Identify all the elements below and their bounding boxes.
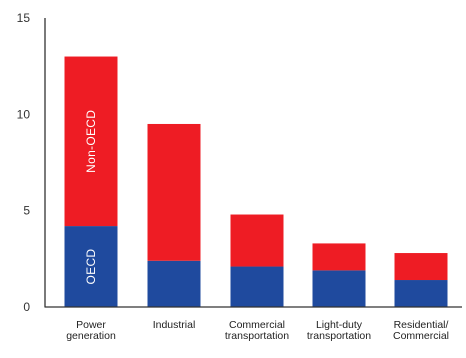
- y-tick-label: 10: [17, 107, 31, 121]
- bar-segment-oecd: [64, 226, 118, 307]
- x-category-label: Industrial: [153, 319, 196, 331]
- y-tick-label: 15: [17, 11, 31, 25]
- bar-segment-non-oecd: [230, 214, 284, 267]
- y-axis: 0 5 10 15: [17, 11, 31, 314]
- y-tick-label: 0: [23, 300, 30, 314]
- y-tick-label: 5: [23, 204, 30, 218]
- bar-segment-oecd: [147, 260, 201, 307]
- x-category-label: Commercial transportation: [225, 319, 289, 342]
- bar-segment-non-oecd: [64, 56, 118, 227]
- axes: [44, 18, 462, 308]
- bar-segment-non-oecd: [147, 123, 201, 261]
- bar-segment-non-oecd: [312, 243, 366, 271]
- x-category-label: Light-duty transportation: [307, 319, 371, 342]
- x-axis-labels: Power generation Industrial Commercial trans…: [66, 319, 449, 342]
- bar-segment-non-oecd: [394, 253, 448, 281]
- series-label: Non-OECD: [84, 110, 98, 173]
- bar-segment-oecd: [394, 280, 448, 307]
- bar-segment-oecd: [312, 270, 366, 307]
- bar-segment-oecd: [230, 266, 284, 307]
- bars: OECD Non-OECD: [64, 56, 448, 307]
- series-label: OECD: [84, 249, 98, 285]
- x-category-label: Power generation: [66, 319, 116, 342]
- x-category-label: Residential/Commercial: [393, 319, 449, 342]
